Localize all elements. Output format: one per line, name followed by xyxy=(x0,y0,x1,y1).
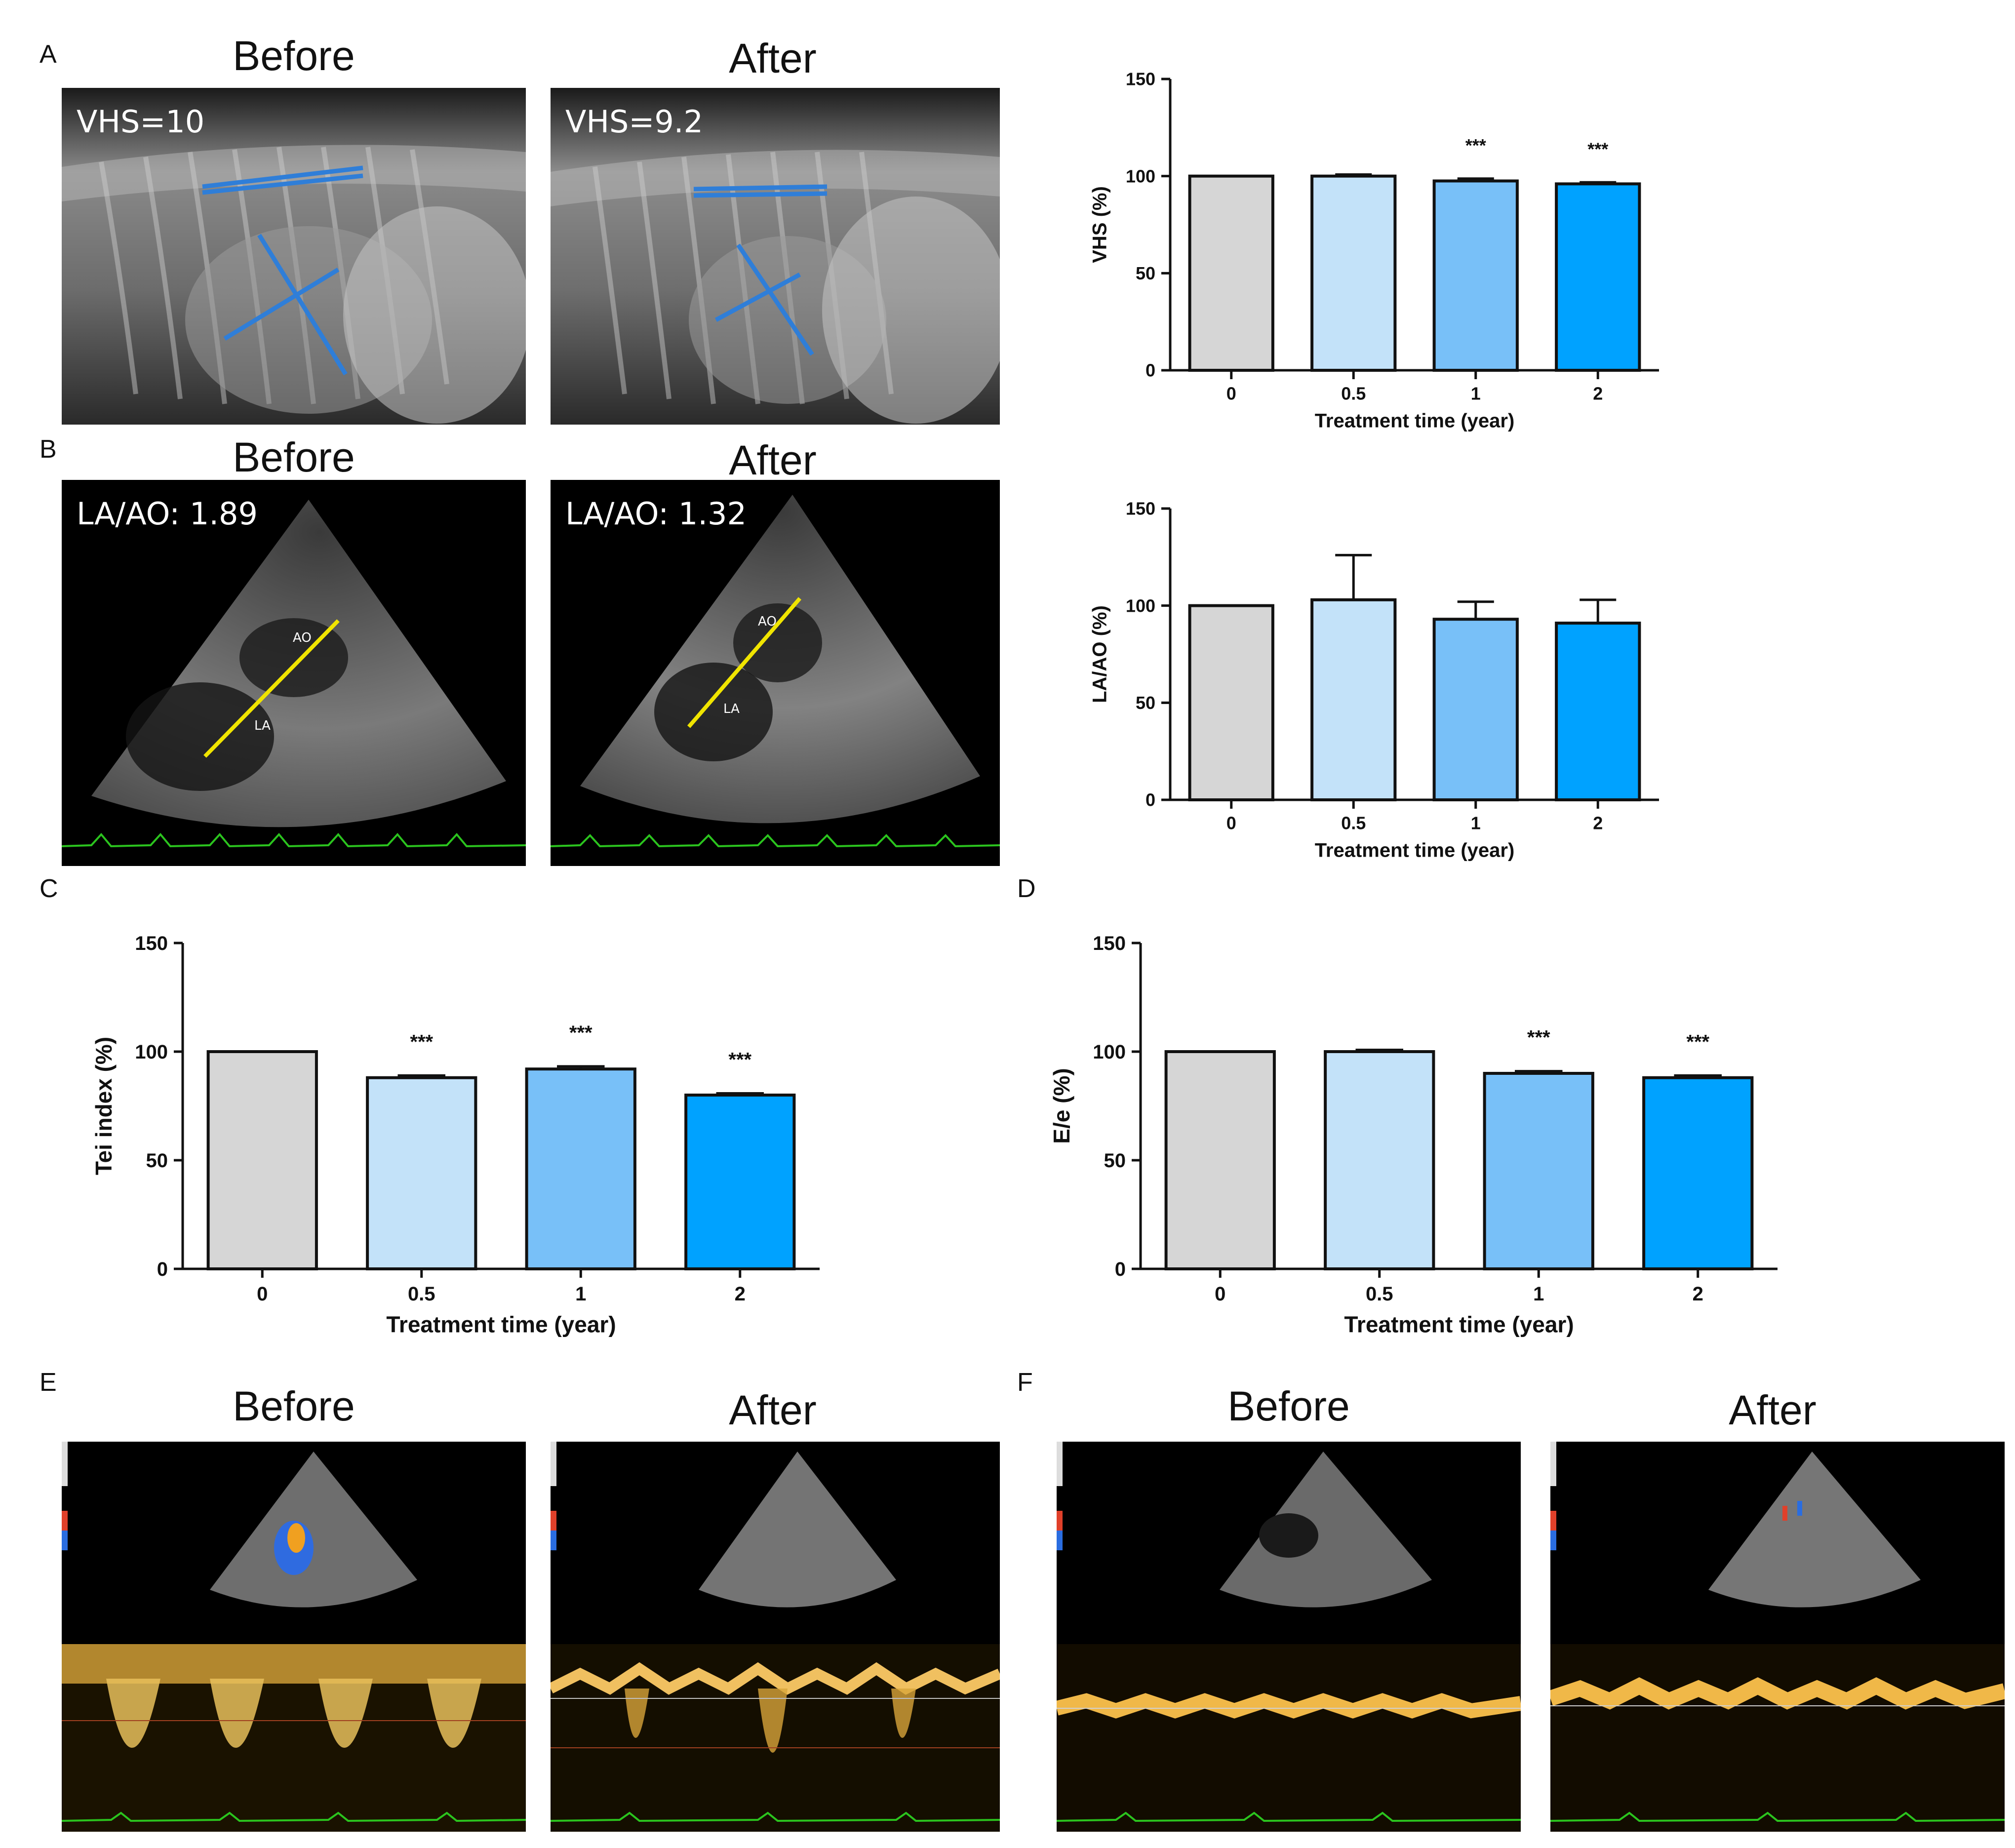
ee-xlabel: Treatment time (year) xyxy=(1344,1311,1574,1337)
ee-ytick-label-2: 100 xyxy=(1093,1041,1126,1063)
chart-tei: 0 50 100 150 0 0.5 *** 1 *** 2 *** Treatment time (… xyxy=(91,933,820,1337)
echo-before-laao-label: LA/AO: 1.89 xyxy=(77,496,258,532)
vhs-ytick-label-0: 0 xyxy=(1146,360,1155,381)
tei-xlabel: Treatment time (year) xyxy=(386,1311,616,1337)
xray-before-title: Before xyxy=(233,33,355,79)
doppler-f-before-title: Before xyxy=(1227,1383,1350,1429)
panel-letter-c: C xyxy=(40,874,58,903)
tei-xtick-label-1: 0.5 xyxy=(408,1283,435,1305)
vhs-xlabel: Treatment time (year) xyxy=(1315,410,1515,432)
doppler-f-after-image xyxy=(1550,1442,2005,1832)
vhs-bar-3 xyxy=(1555,182,1641,372)
ee-bar-1 xyxy=(1324,1050,1435,1270)
echo-after-title: After xyxy=(729,437,817,483)
laao-ytick-label-0: 0 xyxy=(1146,790,1155,810)
tei-xtick-label-3: 2 xyxy=(735,1283,746,1305)
echo-before-image: AO LA LA/AO: 1.89 xyxy=(62,480,526,866)
doppler-e-after-title: After xyxy=(729,1387,817,1433)
chart-laao: 0 50 100 150 0 0.5 1 2 Treatment time (year) LA/A… xyxy=(1089,499,1659,861)
doppler-e-before-title: Before xyxy=(233,1383,355,1429)
ee-xtick-label-0: 0 xyxy=(1215,1283,1225,1305)
echo-after-ao-marker: AO xyxy=(758,614,777,629)
tei-significance-3: *** xyxy=(728,1049,751,1070)
panel-letter-a: A xyxy=(40,40,57,69)
echo-before-la-marker: LA xyxy=(254,718,271,733)
chart-ee: 0 50 100 150 0 0.5 1 *** 2 *** Treatment time (yea… xyxy=(1049,933,1778,1337)
doppler-f-after-title: After xyxy=(1729,1387,1817,1433)
ee-bar-0 xyxy=(1164,1050,1276,1270)
doppler-f-before-image xyxy=(1057,1442,1521,1832)
tei-ytick-label-3: 150 xyxy=(135,933,168,954)
vhs-significance-2: *** xyxy=(1465,135,1486,156)
laao-xtick-label-0: 0 xyxy=(1226,813,1236,833)
laao-bar-3 xyxy=(1555,622,1641,801)
tei-ylabel: Tei index (%) xyxy=(91,1037,117,1175)
laao-ytick-label-1: 50 xyxy=(1136,693,1155,713)
ee-xtick-label-3: 2 xyxy=(1693,1283,1703,1305)
vhs-xtick-label-1: 0.5 xyxy=(1341,383,1366,403)
echo-after-la-marker: LA xyxy=(723,702,740,716)
tei-ytick-label-2: 100 xyxy=(135,1041,168,1063)
ee-significance-3: *** xyxy=(1686,1031,1709,1053)
ee-ytick-label-3: 150 xyxy=(1093,933,1126,954)
laao-xtick-label-3: 2 xyxy=(1593,813,1603,833)
ee-xtick-label-2: 1 xyxy=(1533,1283,1544,1305)
xray-before-vhs-label: VHS=10 xyxy=(77,104,205,140)
panel-letter-d: D xyxy=(1017,874,1036,903)
ee-ytick-label-0: 0 xyxy=(1115,1258,1126,1280)
laao-xtick-label-1: 0.5 xyxy=(1341,813,1366,833)
tei-significance-2: *** xyxy=(569,1022,593,1044)
echo-after-laao-label: LA/AO: 1.32 xyxy=(565,496,747,532)
echo-before-ao-marker: AO xyxy=(293,630,312,645)
ee-ytick-label-1: 50 xyxy=(1104,1150,1126,1172)
ee-ylabel: E/e (%) xyxy=(1049,1068,1074,1143)
panel-letter-b: B xyxy=(40,435,57,464)
vhs-bar-0 xyxy=(1188,174,1274,372)
vhs-xtick-label-3: 2 xyxy=(1593,383,1603,403)
vhs-xtick-label-0: 0 xyxy=(1226,383,1236,403)
laao-ytick-label-2: 100 xyxy=(1126,595,1155,616)
chart-vhs: 0 50 100 150 0 0.5 1 *** 2 *** Treatment time (yea… xyxy=(1089,69,1659,432)
ee-bar-3 xyxy=(1642,1076,1754,1270)
vhs-ytick-label-2: 100 xyxy=(1126,166,1155,186)
vhs-ylabel: VHS (%) xyxy=(1089,186,1110,263)
laao-bar-2 xyxy=(1432,618,1519,801)
vhs-bar-2 xyxy=(1432,179,1519,372)
laao-xtick-label-2: 1 xyxy=(1471,813,1481,833)
tei-bar-3 xyxy=(684,1094,796,1270)
tei-significance-1: *** xyxy=(410,1031,433,1053)
vhs-xtick-label-2: 1 xyxy=(1471,383,1481,403)
laao-ytick-label-3: 150 xyxy=(1126,499,1155,519)
laao-bar-0 xyxy=(1188,604,1274,802)
tei-bar-0 xyxy=(206,1050,318,1270)
ee-significance-2: *** xyxy=(1527,1027,1550,1049)
laao-ylabel: LA/AO (%) xyxy=(1089,605,1110,703)
panel-letter-e: E xyxy=(40,1368,57,1397)
xray-after-title: After xyxy=(729,35,817,81)
xray-after-image: VHS=9.2 xyxy=(551,88,1000,425)
doppler-e-before-image xyxy=(62,1442,526,1832)
tei-bar-2 xyxy=(525,1067,636,1270)
ee-bar-2 xyxy=(1483,1072,1594,1270)
xray-after-vhs-label: VHS=9.2 xyxy=(565,104,703,140)
tei-ytick-label-0: 0 xyxy=(157,1258,168,1280)
tei-xtick-label-0: 0 xyxy=(257,1283,268,1305)
vhs-ytick-label-3: 150 xyxy=(1126,69,1155,89)
ee-xtick-label-1: 0.5 xyxy=(1366,1283,1393,1305)
vhs-bar-1 xyxy=(1310,174,1397,372)
vhs-significance-3: *** xyxy=(1587,139,1608,159)
echo-after-image: AO LA LA/AO: 1.32 xyxy=(551,480,1000,866)
vhs-ytick-label-1: 50 xyxy=(1136,263,1155,283)
echo-before-title: Before xyxy=(233,434,355,480)
tei-xtick-label-2: 1 xyxy=(575,1283,586,1305)
xray-before-image: VHS=10 xyxy=(62,88,526,425)
tei-bar-1 xyxy=(366,1076,477,1270)
doppler-e-after-image xyxy=(551,1442,1000,1832)
laao-xlabel: Treatment time (year) xyxy=(1315,839,1515,861)
panel-letter-f: F xyxy=(1017,1368,1033,1397)
tei-ytick-label-1: 50 xyxy=(146,1150,168,1172)
laao-bar-1 xyxy=(1310,598,1397,801)
